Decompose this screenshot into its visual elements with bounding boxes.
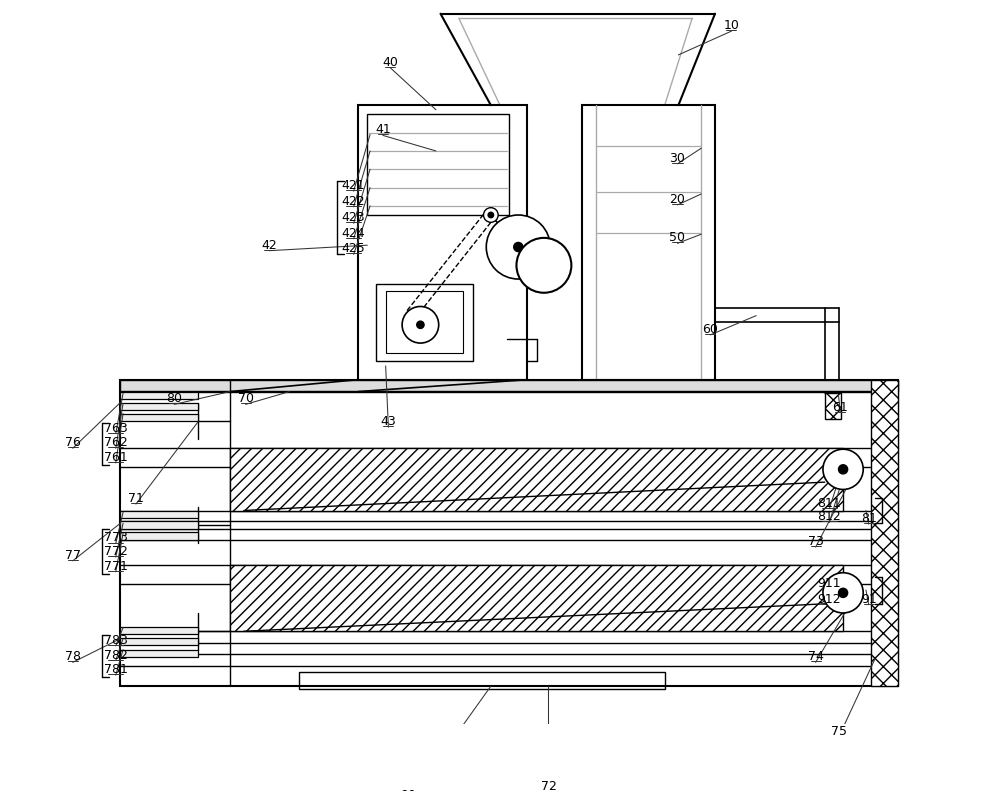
Text: 71: 71: [128, 492, 144, 505]
Text: 40: 40: [382, 55, 398, 69]
Bar: [120, 403, 198, 410]
Text: 421: 421: [342, 180, 365, 192]
Text: 42: 42: [262, 239, 277, 252]
Text: 425: 425: [342, 242, 365, 255]
Text: 771: 771: [104, 560, 128, 573]
Text: 73: 73: [808, 535, 824, 548]
Text: 91: 91: [861, 592, 877, 606]
Bar: [582, 105, 715, 380]
Bar: [120, 414, 198, 421]
Text: 76: 76: [65, 437, 81, 449]
Text: 812: 812: [817, 510, 841, 524]
Bar: [230, 566, 843, 631]
Circle shape: [839, 589, 848, 597]
Circle shape: [823, 573, 863, 613]
Text: 782: 782: [104, 649, 128, 661]
Bar: [376, 284, 473, 361]
Text: 81: 81: [861, 513, 877, 525]
Text: 773: 773: [104, 532, 128, 544]
Bar: [825, 393, 841, 419]
Text: 77: 77: [65, 549, 81, 562]
Bar: [230, 448, 843, 510]
Text: 30: 30: [670, 152, 685, 165]
Text: 74: 74: [808, 650, 824, 664]
Bar: [358, 105, 527, 380]
Text: 50: 50: [669, 232, 685, 244]
Text: 43: 43: [381, 415, 396, 428]
Bar: [367, 115, 509, 215]
Bar: [120, 380, 898, 391]
Bar: [871, 380, 898, 686]
Circle shape: [484, 208, 498, 222]
Bar: [120, 510, 198, 518]
Bar: [120, 626, 198, 634]
Text: 911: 911: [818, 577, 841, 590]
Circle shape: [402, 306, 439, 343]
Text: 763: 763: [104, 422, 128, 435]
Text: 781: 781: [104, 663, 128, 676]
Circle shape: [516, 238, 571, 293]
Text: 772: 772: [104, 545, 128, 558]
Text: 811: 811: [817, 497, 841, 509]
Text: 761: 761: [104, 451, 128, 464]
Bar: [120, 521, 198, 529]
Text: 70: 70: [238, 392, 254, 406]
Circle shape: [839, 465, 848, 474]
Bar: [120, 380, 898, 686]
Bar: [120, 649, 198, 657]
Text: 912: 912: [818, 592, 841, 606]
Bar: [120, 392, 198, 399]
Circle shape: [823, 449, 863, 490]
Text: 41: 41: [375, 123, 391, 136]
Text: 60: 60: [702, 323, 718, 336]
Text: 424: 424: [342, 227, 365, 240]
Bar: [299, 672, 665, 689]
Text: 72: 72: [541, 780, 556, 791]
Text: 20: 20: [670, 193, 685, 206]
Text: 762: 762: [104, 437, 128, 449]
Circle shape: [514, 243, 523, 252]
Text: 423: 423: [342, 211, 365, 224]
Circle shape: [488, 212, 494, 218]
Text: 783: 783: [104, 634, 128, 647]
Bar: [120, 638, 198, 645]
Text: 422: 422: [342, 195, 365, 208]
Text: 10: 10: [724, 19, 739, 32]
Text: 61: 61: [832, 400, 848, 414]
Text: 80: 80: [166, 392, 182, 406]
Text: 78: 78: [65, 650, 81, 664]
Circle shape: [417, 321, 424, 328]
Text: 75: 75: [831, 725, 847, 739]
Circle shape: [486, 215, 550, 279]
Bar: [120, 532, 198, 539]
Bar: [386, 291, 463, 353]
Text: 90: 90: [401, 789, 416, 791]
